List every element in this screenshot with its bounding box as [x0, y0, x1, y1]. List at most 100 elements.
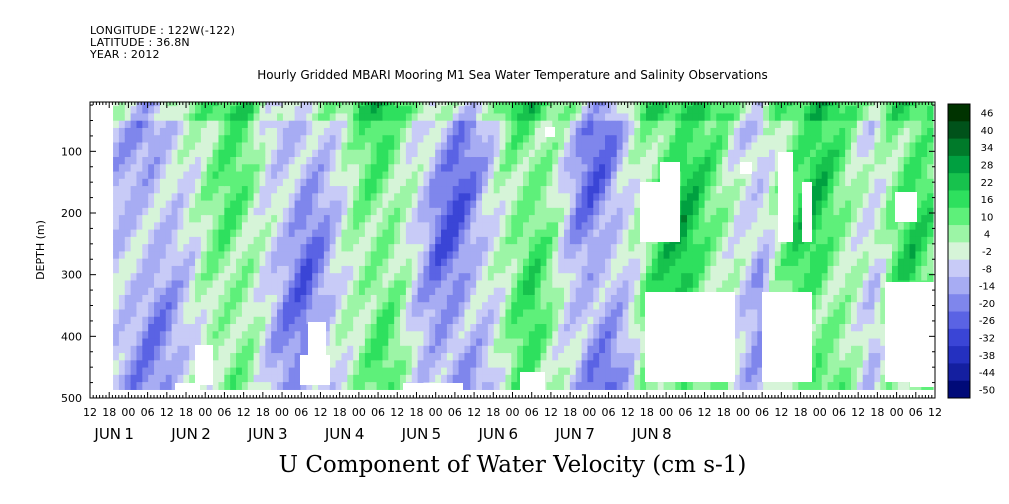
heatmap-cell: [757, 338, 764, 347]
heatmap-cell: [833, 200, 840, 209]
heatmap-cell: [464, 178, 471, 187]
heatmap-cell: [757, 157, 764, 165]
heatmap-cell: [640, 273, 647, 282]
heatmap-cell: [312, 229, 319, 238]
heatmap-cell: [815, 186, 823, 194]
heatmap-cell: [798, 106, 805, 115]
heatmap-cell: [113, 374, 120, 383]
heatmap-cell: [786, 106, 794, 115]
heatmap-cell: [698, 215, 706, 223]
heatmap-cell: [118, 207, 126, 216]
heatmap-cell: [218, 229, 225, 238]
heatmap-cell: [177, 265, 184, 274]
heatmap-cell: [634, 374, 641, 383]
heatmap-cell: [745, 273, 753, 282]
heatmap-cell: [763, 382, 770, 390]
heatmap-cell: [528, 280, 536, 289]
heatmap-cell: [827, 374, 835, 383]
heatmap-cell: [616, 353, 624, 361]
heatmap-cell: [587, 157, 594, 165]
heatmap-cell: [376, 367, 384, 376]
heatmap-cell: [154, 164, 161, 173]
heatmap-cell: [605, 127, 612, 136]
heatmap-cell: [798, 178, 805, 187]
heatmap-cell: [253, 367, 261, 376]
heatmap-cell: [523, 353, 530, 361]
heatmap-cell: [651, 113, 659, 122]
heatmap-cell: [523, 294, 530, 303]
heatmap-cell: [329, 360, 337, 369]
heatmap-cell: [206, 222, 214, 231]
heatmap-cell: [364, 164, 372, 173]
heatmap-cell: [470, 338, 477, 347]
heatmap-cell: [558, 215, 565, 223]
heatmap-cell: [476, 207, 483, 216]
heatmap-cell: [318, 309, 325, 318]
heatmap-cell: [236, 302, 243, 311]
heatmap-cell: [821, 331, 829, 340]
heatmap-cell: [575, 367, 583, 376]
heatmap-cell: [722, 120, 729, 129]
heatmap-cell: [435, 331, 442, 340]
heatmap-cell: [722, 200, 729, 209]
heatmap-cell: [241, 164, 249, 173]
heatmap-cell: [230, 382, 237, 390]
heatmap-cell: [745, 106, 753, 115]
heatmap-cell: [634, 273, 641, 282]
heatmap-cell: [827, 258, 835, 267]
heatmap-cell: [692, 142, 700, 151]
heatmap-cell: [657, 265, 665, 274]
heatmap-cell: [534, 316, 542, 325]
heatmap-cell: [236, 157, 243, 165]
heatmap-cell: [388, 178, 395, 187]
heatmap-cell: [347, 120, 354, 129]
heatmap-cell: [692, 193, 700, 202]
heatmap-cell: [546, 324, 553, 332]
heatmap-cell: [124, 106, 132, 115]
heatmap-cell: [681, 222, 688, 231]
heatmap-cell: [329, 338, 337, 347]
heatmap-cell: [646, 273, 653, 282]
heatmap-cell: [388, 353, 395, 361]
heatmap-cell: [306, 102, 313, 107]
heatmap-cell: [499, 207, 507, 216]
heatmap-cell: [359, 157, 366, 165]
heatmap-cell: [382, 222, 389, 231]
heatmap-cell: [218, 135, 225, 144]
heatmap-cell: [698, 287, 706, 296]
heatmap-cell: [230, 215, 237, 223]
heatmap-cell: [189, 229, 196, 238]
heatmap-cell: [651, 382, 659, 390]
heatmap-cell: [435, 360, 442, 369]
heatmap-cell: [400, 273, 407, 282]
heatmap-cell: [458, 193, 466, 202]
heatmap-cell: [786, 135, 794, 144]
heatmap-cell: [587, 236, 594, 245]
heatmap-cell: [487, 309, 495, 318]
heatmap-cell: [218, 178, 225, 187]
heatmap-cell: [470, 186, 477, 194]
heatmap-cell: [136, 287, 143, 296]
heatmap-cell: [429, 280, 436, 289]
heatmap-cell: [446, 186, 454, 194]
heatmap-cell: [511, 258, 518, 267]
heatmap-cell: [575, 236, 583, 245]
heatmap-cell: [540, 294, 548, 303]
heatmap-cell: [411, 367, 419, 376]
heatmap-cell: [728, 280, 735, 289]
heatmap-cell: [171, 338, 179, 347]
heatmap-cell: [441, 135, 448, 144]
heatmap-cell: [505, 287, 512, 296]
heatmap-cell: [810, 157, 817, 165]
heatmap-cell: [364, 244, 372, 252]
heatmap-cell: [241, 120, 249, 129]
heatmap-cell: [388, 229, 395, 238]
heatmap-cell: [810, 280, 817, 289]
heatmap-cell: [517, 229, 524, 238]
heatmap-cell: [663, 265, 671, 274]
heatmap-cell: [739, 171, 747, 180]
heatmap-cell: [517, 265, 524, 274]
heatmap-cell: [599, 157, 606, 165]
heatmap-cell: [446, 287, 454, 296]
heatmap-cell: [189, 287, 196, 296]
